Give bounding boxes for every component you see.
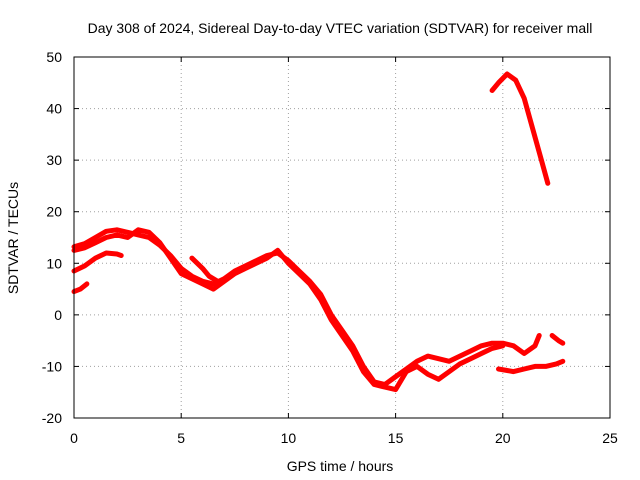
series-arc-late-tail xyxy=(496,358,566,375)
y-axis-label: SDTVAR / TECUs xyxy=(5,182,21,294)
y-tick-label: 50 xyxy=(46,49,62,65)
series-layer xyxy=(71,71,566,393)
y-tick-label: 20 xyxy=(46,204,62,220)
series-arc-early-low xyxy=(71,250,124,274)
x-tick-label: 10 xyxy=(281,430,297,446)
y-tick-label: 0 xyxy=(54,307,62,323)
chart-title: Day 308 of 2024, Sidereal Day-to-day VTE… xyxy=(88,20,593,36)
axes-ticks: 0 5 10 15 20 25 -20 -10 0 10 20 30 40 50 xyxy=(42,49,618,446)
x-tick-label: 25 xyxy=(602,430,618,446)
series-arc-main-lower xyxy=(71,227,506,393)
grid xyxy=(74,57,610,418)
series-arc-late-high xyxy=(489,71,551,186)
series-arc-start-fragment xyxy=(71,281,90,295)
series-arc-mid-fragment xyxy=(189,255,221,284)
x-tick-label: 5 xyxy=(177,430,185,446)
x-axis-label: GPS time / hours xyxy=(287,458,394,474)
y-tick-label: -10 xyxy=(42,358,62,374)
y-tick-label: 30 xyxy=(46,152,62,168)
y-tick-label: 40 xyxy=(46,101,62,117)
x-tick-label: 15 xyxy=(388,430,404,446)
y-tick-label: -20 xyxy=(42,410,62,426)
x-tick-label: 20 xyxy=(495,430,511,446)
x-tick-label: 0 xyxy=(70,430,78,446)
series-arc-end-fragment xyxy=(549,333,566,346)
y-tick-label: 10 xyxy=(46,255,62,271)
plot-frame xyxy=(73,56,611,419)
